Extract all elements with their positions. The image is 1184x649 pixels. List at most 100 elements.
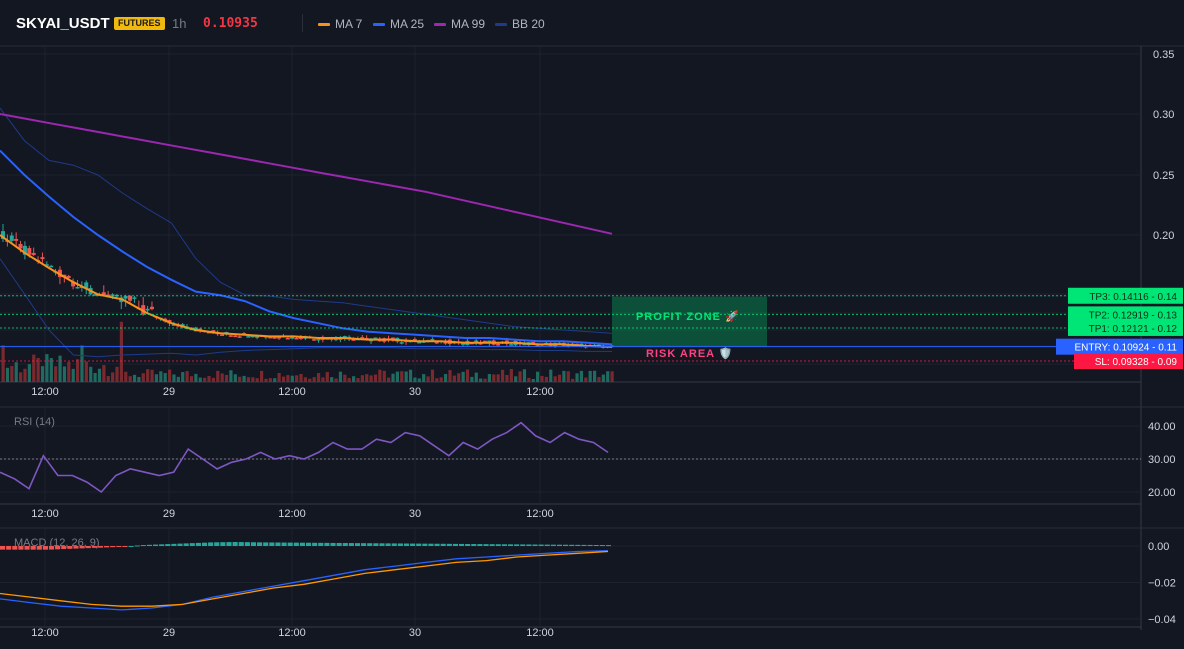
macd-histogram-bar bbox=[514, 544, 520, 546]
volume-bar bbox=[465, 369, 470, 382]
macd-histogram-bar bbox=[501, 544, 507, 546]
macd-tick-label: −0.02 bbox=[1148, 578, 1176, 590]
volume-bar bbox=[597, 377, 601, 382]
macd-histogram-bar bbox=[422, 543, 428, 546]
level-axis-label: 0.09 bbox=[1158, 357, 1178, 368]
macd-histogram-bar bbox=[354, 543, 361, 546]
volume-bar bbox=[584, 377, 588, 382]
macd-histogram-bar bbox=[544, 544, 550, 546]
macd-histogram-bar bbox=[85, 546, 91, 549]
x-tick-label: 12:00 bbox=[31, 386, 59, 398]
macd-histogram-bar bbox=[73, 546, 79, 549]
legend-bb20[interactable]: BB 20 bbox=[495, 17, 545, 31]
macd-histogram-bar bbox=[153, 544, 159, 546]
macd-histogram-bar bbox=[428, 543, 434, 546]
macd-histogram-bar bbox=[410, 543, 416, 546]
level-axis-label: 0.11 bbox=[1158, 343, 1177, 354]
volume-bar bbox=[281, 376, 286, 382]
volume-bar bbox=[444, 374, 448, 382]
symbol-name[interactable]: SKYAI_USDT bbox=[16, 15, 110, 32]
candle-body bbox=[399, 342, 404, 344]
volume-bar bbox=[32, 354, 36, 382]
volume-bar bbox=[181, 372, 185, 382]
macd-histogram-bar bbox=[605, 545, 611, 547]
volume-bar bbox=[461, 371, 465, 382]
macd-signal-line bbox=[0, 550, 609, 607]
volume-bar bbox=[246, 377, 251, 382]
volume-bar bbox=[10, 366, 14, 382]
volume-bar bbox=[198, 377, 202, 382]
volume-bar bbox=[330, 377, 334, 382]
price-panel[interactable]: PROFIT ZONE 🚀 RISK AREA 🛡️ bbox=[0, 107, 1141, 382]
volume-bar bbox=[369, 375, 373, 382]
legend-ma99[interactable]: MA 99 bbox=[434, 17, 485, 31]
macd-histogram-bar bbox=[61, 546, 67, 550]
level-tag-tp: TP1: 0.12121 - 0.12 bbox=[1089, 324, 1178, 335]
macd-histogram-bar bbox=[336, 542, 342, 546]
macd-histogram-bar bbox=[434, 543, 440, 546]
macd-histogram-bar bbox=[416, 543, 422, 546]
candle-body bbox=[277, 337, 282, 339]
volume-bar bbox=[80, 345, 84, 382]
rsi-panel[interactable]: RSI (14) bbox=[0, 416, 1141, 494]
candle-body bbox=[246, 336, 251, 338]
macd-histogram-bar bbox=[214, 542, 220, 546]
volume-bar bbox=[352, 376, 356, 382]
volume-bar bbox=[273, 378, 277, 382]
ma99-swatch-icon bbox=[434, 22, 446, 26]
macd-histogram-bar bbox=[318, 542, 324, 546]
volume-bar bbox=[321, 377, 325, 382]
legend-ma25[interactable]: MA 25 bbox=[373, 17, 424, 31]
level-tag-separator: - bbox=[1149, 292, 1158, 303]
volume-bar bbox=[5, 367, 10, 382]
volume-bar bbox=[544, 376, 548, 382]
volume-bar bbox=[49, 358, 53, 382]
macd-panel[interactable]: MACD (12, 26, 9) bbox=[0, 537, 611, 611]
candle-body bbox=[110, 294, 115, 296]
candle-body bbox=[31, 252, 36, 255]
level-tag-separator: - bbox=[1149, 324, 1158, 335]
volume-bar bbox=[27, 364, 31, 382]
x-tick-label: 12:00 bbox=[526, 508, 554, 520]
volume-bar bbox=[334, 378, 338, 382]
volume-bar bbox=[36, 357, 40, 382]
volume-bar bbox=[457, 373, 461, 382]
candle-body bbox=[522, 343, 527, 346]
candle-body bbox=[294, 337, 299, 340]
candle-body bbox=[40, 257, 45, 260]
macd-histogram-bar bbox=[195, 542, 201, 546]
volume-bar bbox=[422, 374, 426, 382]
volume-bar bbox=[356, 378, 360, 382]
macd-histogram-bar bbox=[391, 543, 397, 546]
volume-bar bbox=[549, 369, 553, 382]
legend-ma7[interactable]: MA 7 bbox=[318, 17, 362, 31]
volume-bar bbox=[277, 373, 281, 382]
macd-histogram-bar bbox=[581, 544, 587, 546]
rsi-tick-label: 20.00 bbox=[1148, 487, 1176, 499]
volume-bar bbox=[527, 377, 531, 382]
candle-body bbox=[417, 341, 422, 344]
macd-histogram-bar bbox=[48, 546, 55, 550]
volume-bar bbox=[141, 373, 145, 382]
level-value-label: TP3: 0.14116 bbox=[1089, 292, 1149, 303]
volume-bar bbox=[290, 375, 294, 382]
macd-histogram-bar bbox=[6, 546, 12, 550]
ma7-line bbox=[0, 234, 613, 348]
volume-bar bbox=[299, 373, 303, 382]
futures-badge: FUTURES bbox=[114, 17, 165, 30]
macd-histogram-bar bbox=[367, 543, 373, 546]
volume-bar bbox=[172, 374, 176, 382]
timeframe-label[interactable]: 1h bbox=[172, 16, 187, 31]
candle-body bbox=[316, 338, 321, 341]
volume-bar bbox=[264, 378, 268, 382]
macd-histogram-bar bbox=[446, 543, 452, 546]
macd-histogram-bar bbox=[250, 542, 257, 546]
candle-body bbox=[9, 235, 14, 241]
volume-bar bbox=[540, 375, 544, 382]
volume-bar bbox=[224, 374, 229, 382]
candle-body bbox=[250, 335, 255, 338]
volume-bar bbox=[137, 376, 141, 382]
candle-body bbox=[474, 340, 479, 344]
level-tag-separator: - bbox=[1149, 343, 1158, 354]
